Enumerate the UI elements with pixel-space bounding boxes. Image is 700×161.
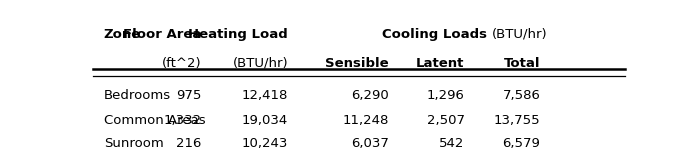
Text: 2,507: 2,507 bbox=[426, 114, 465, 127]
Text: Bedrooms: Bedrooms bbox=[104, 89, 171, 102]
Text: Sensible: Sensible bbox=[325, 57, 388, 70]
Text: (BTU/hr): (BTU/hr) bbox=[232, 57, 288, 70]
Text: Latent: Latent bbox=[416, 57, 465, 70]
Text: 10,243: 10,243 bbox=[242, 137, 288, 150]
Text: 12,418: 12,418 bbox=[242, 89, 288, 102]
Text: Sunroom: Sunroom bbox=[104, 137, 164, 150]
Text: Floor Area: Floor Area bbox=[123, 28, 202, 41]
Text: 1,296: 1,296 bbox=[427, 89, 465, 102]
Text: (BTU/hr): (BTU/hr) bbox=[491, 28, 547, 41]
Text: 542: 542 bbox=[439, 137, 465, 150]
Text: Heating Load: Heating Load bbox=[188, 28, 288, 41]
Text: 13,755: 13,755 bbox=[494, 114, 540, 127]
Text: 6,037: 6,037 bbox=[351, 137, 388, 150]
Text: Common Areas: Common Areas bbox=[104, 114, 205, 127]
Text: 11,248: 11,248 bbox=[342, 114, 389, 127]
Text: Zone: Zone bbox=[104, 28, 141, 41]
Text: 216: 216 bbox=[176, 137, 202, 150]
Text: 7,586: 7,586 bbox=[503, 89, 540, 102]
Text: 6,579: 6,579 bbox=[503, 137, 540, 150]
Text: 19,034: 19,034 bbox=[242, 114, 288, 127]
Text: 975: 975 bbox=[176, 89, 202, 102]
Text: 1,332: 1,332 bbox=[163, 114, 202, 127]
Text: (ft^2): (ft^2) bbox=[162, 57, 202, 70]
Text: 6,290: 6,290 bbox=[351, 89, 388, 102]
Text: Total: Total bbox=[504, 57, 540, 70]
Text: Cooling Loads: Cooling Loads bbox=[382, 28, 491, 41]
